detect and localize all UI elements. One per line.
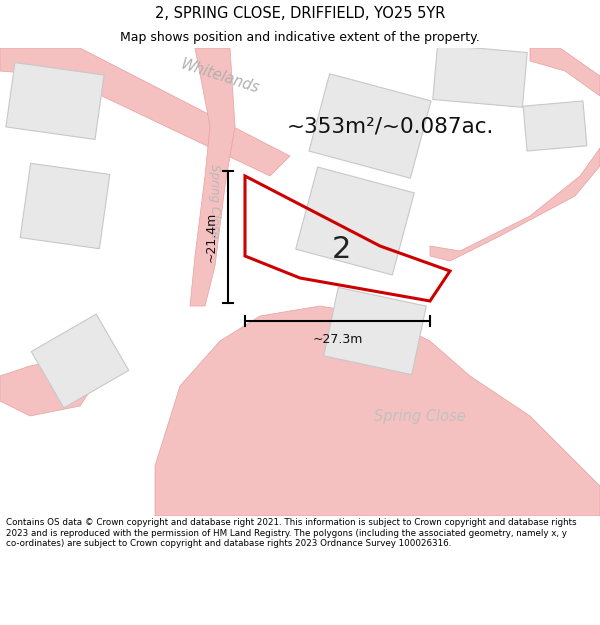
Polygon shape bbox=[433, 44, 527, 107]
Text: ~353m²/~0.087ac.: ~353m²/~0.087ac. bbox=[286, 116, 494, 136]
Polygon shape bbox=[523, 101, 587, 151]
Polygon shape bbox=[0, 356, 100, 416]
Text: Whitelands: Whitelands bbox=[179, 56, 261, 96]
Polygon shape bbox=[6, 62, 104, 139]
Text: Contains OS data © Crown copyright and database right 2021. This information is : Contains OS data © Crown copyright and d… bbox=[6, 518, 577, 548]
Polygon shape bbox=[530, 48, 600, 96]
Polygon shape bbox=[20, 163, 110, 249]
Text: Spring Close: Spring Close bbox=[374, 409, 466, 424]
Polygon shape bbox=[309, 74, 431, 178]
Text: 2, SPRING CLOSE, DRIFFIELD, YO25 5YR: 2, SPRING CLOSE, DRIFFIELD, YO25 5YR bbox=[155, 6, 445, 21]
Polygon shape bbox=[324, 288, 426, 374]
Text: ~21.4m: ~21.4m bbox=[205, 212, 218, 262]
Polygon shape bbox=[0, 48, 290, 176]
Polygon shape bbox=[430, 148, 600, 261]
Polygon shape bbox=[296, 167, 414, 275]
Polygon shape bbox=[190, 48, 235, 306]
Polygon shape bbox=[31, 314, 129, 408]
Text: ~27.3m: ~27.3m bbox=[313, 333, 362, 346]
Text: Spring Close: Spring Close bbox=[209, 164, 221, 238]
Text: 2: 2 bbox=[332, 235, 352, 264]
Polygon shape bbox=[155, 306, 600, 516]
Text: Map shows position and indicative extent of the property.: Map shows position and indicative extent… bbox=[120, 31, 480, 44]
